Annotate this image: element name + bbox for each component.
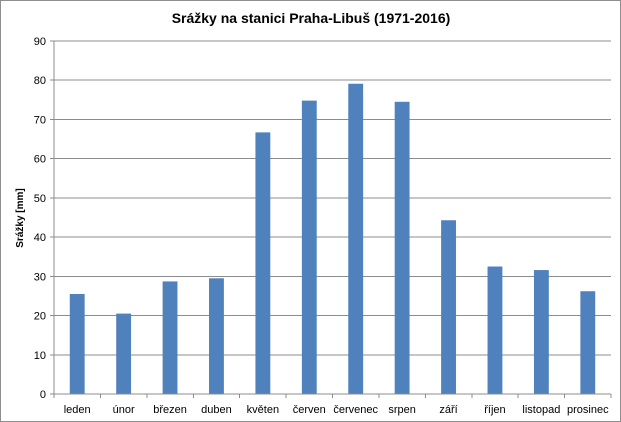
- x-tick-label: duben: [201, 404, 232, 416]
- x-tick-label: září: [439, 404, 457, 416]
- y-tick-label: 10: [34, 350, 46, 362]
- y-tick-label: 50: [34, 193, 46, 205]
- x-tick-label: prosinec: [567, 404, 609, 416]
- bars: [69, 83, 596, 395]
- y-tick-label: 40: [34, 232, 46, 244]
- x-tick-label: červen: [293, 404, 326, 416]
- bar-leden: [69, 293, 85, 394]
- bar-květen: [255, 132, 271, 395]
- x-tick-label: červenec: [333, 404, 378, 416]
- x-tick-label: březen: [153, 404, 187, 416]
- y-tick-label: 0: [40, 389, 46, 401]
- y-tick-label: 30: [34, 271, 46, 283]
- gridlines: [54, 40, 611, 356]
- y-tick-labels: 0 10 20 30 40 50 60 70 80 90: [34, 36, 54, 401]
- y-tick-label: 80: [34, 75, 46, 87]
- bar-únor: [116, 313, 132, 394]
- x-tick-label: listopad: [522, 404, 560, 416]
- y-tick-label: 60: [34, 154, 46, 166]
- bar-listopad: [533, 270, 549, 394]
- bar-březen: [162, 281, 178, 394]
- bar-duben: [209, 278, 224, 394]
- x-tick-label: únor: [113, 404, 135, 416]
- x-tick-labels: leden únor březen duben květen červen červenec…: [53, 394, 612, 416]
- x-tick-label: srpen: [388, 404, 416, 416]
- y-tick-label: 90: [34, 36, 46, 48]
- x-tick-label: říjen: [484, 404, 505, 416]
- y-tick-label: 20: [34, 311, 46, 323]
- bar-prosinec: [580, 291, 596, 394]
- chart-title: Srážky na stanici Praha-Libuš (1971-2016…: [172, 10, 451, 26]
- y-axis-label: Srážky [mm]: [15, 188, 26, 247]
- bar-září: [441, 220, 456, 394]
- bar-říjen: [487, 266, 503, 394]
- y-tick-label: 70: [34, 114, 46, 126]
- bar-červenec: [348, 83, 364, 394]
- x-tick-label: leden: [64, 404, 91, 416]
- x-tick-label: květen: [247, 404, 279, 416]
- bar-červen: [301, 100, 317, 395]
- bar-srpen: [394, 101, 410, 395]
